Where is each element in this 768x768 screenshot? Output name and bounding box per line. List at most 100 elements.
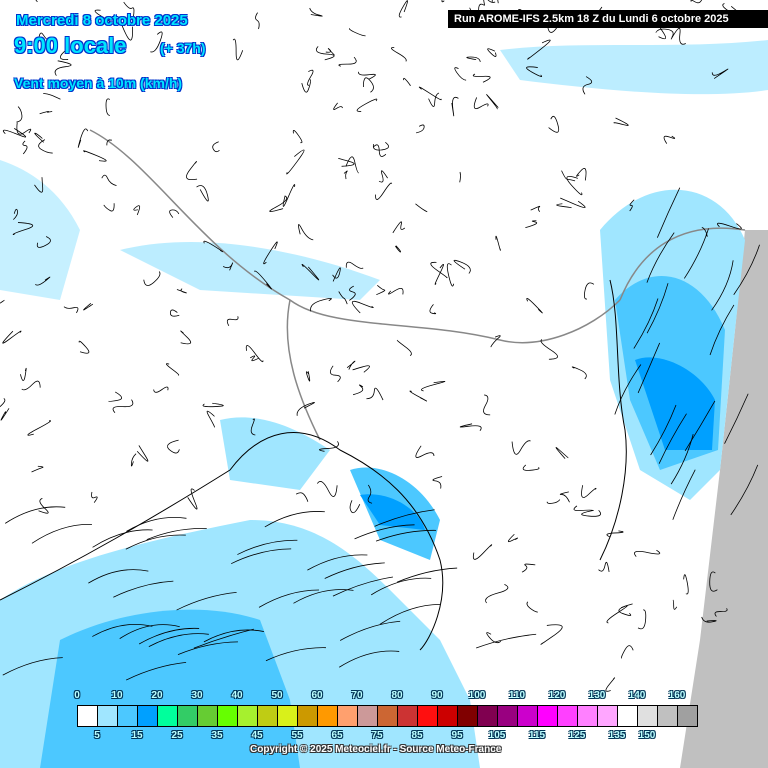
streamline [38,497,49,514]
streamline [332,267,341,282]
streamline [521,563,536,573]
streamline [372,142,389,151]
streamline [396,339,412,357]
streamline [367,484,373,504]
streamline [338,56,357,67]
streamline [123,1,135,17]
streamline [315,46,335,61]
streamline [485,584,509,604]
coastline [0,279,627,651]
streamline [670,434,694,485]
streamline [684,400,716,452]
streamline [0,299,5,304]
streamline [329,365,341,383]
streamline [20,367,27,382]
streamline [561,170,576,182]
streamline [153,386,169,393]
streamline [486,94,499,110]
streamline [560,197,586,208]
forecast-date: Mercredi 8 octobre 2025 [16,12,188,29]
streamline [526,66,543,77]
streamline [473,97,489,110]
streamline [226,316,239,327]
streamline [92,624,153,637]
legend-swatch [478,706,498,726]
streamline [88,569,149,584]
streamline [343,170,348,180]
legend-label-top: 30 [191,690,203,701]
streamline [526,601,538,613]
streamline [78,340,90,354]
streamline [581,485,597,498]
streamline [709,571,718,592]
streamline [354,524,415,540]
streamline [292,130,303,144]
streamline [2,330,22,344]
streamline [43,92,61,100]
streamline [0,398,6,408]
streamline [701,226,708,237]
streamline [13,208,19,220]
streamline [540,624,563,645]
streamline [338,157,355,167]
streamline [339,620,401,641]
streamline [146,528,207,540]
legend-swatch [78,706,98,726]
streamline [403,77,411,86]
streamline [415,203,428,213]
streamline [690,0,703,4]
streamline [605,677,616,692]
streamline [375,182,393,200]
streamline [508,533,519,543]
legend-swatch [298,706,318,726]
streamline [486,632,502,644]
legend-label-bottom: 150 [638,730,656,741]
streamline [546,499,561,504]
streamline [138,627,200,645]
legend-label-top: 10 [111,690,123,701]
streamline [332,576,393,597]
streamline [559,491,570,503]
streamline [358,71,376,80]
streamline [345,261,364,269]
streamline [94,9,113,24]
streamline [0,408,10,421]
streamline [83,150,107,162]
streamline [150,31,163,53]
streamline [530,205,541,212]
streamline [656,187,681,238]
streamline [717,222,742,230]
lead-time: (+ 37h) [160,40,206,56]
legend-swatch [678,706,697,726]
streamline [650,404,677,456]
streamline [655,28,674,38]
streamline [683,574,689,595]
streamline [375,529,437,542]
streamline [286,149,305,175]
streamline [34,132,44,143]
streamline [526,297,543,314]
streamline [379,604,440,625]
streamline [38,139,53,154]
streamline [177,641,238,655]
streamline [730,464,759,516]
streamline [429,304,437,315]
legend-label-bottom: 5 [94,730,100,741]
streamline [202,402,224,408]
streamline [21,380,41,391]
run-banner: Run AROME-IFS 2.5km 18 Z du Lundi 6 octo… [448,10,768,28]
streamline [637,342,661,394]
streamline [525,220,538,229]
streamline [309,7,323,17]
streamline [230,548,292,565]
streamline [670,27,686,45]
streamline [415,445,435,458]
streamline [265,647,326,662]
streamline [298,224,314,241]
streamline [83,303,93,311]
streamline [483,0,496,6]
streamline [130,453,137,467]
streamline [398,0,408,18]
streamline [103,203,115,212]
